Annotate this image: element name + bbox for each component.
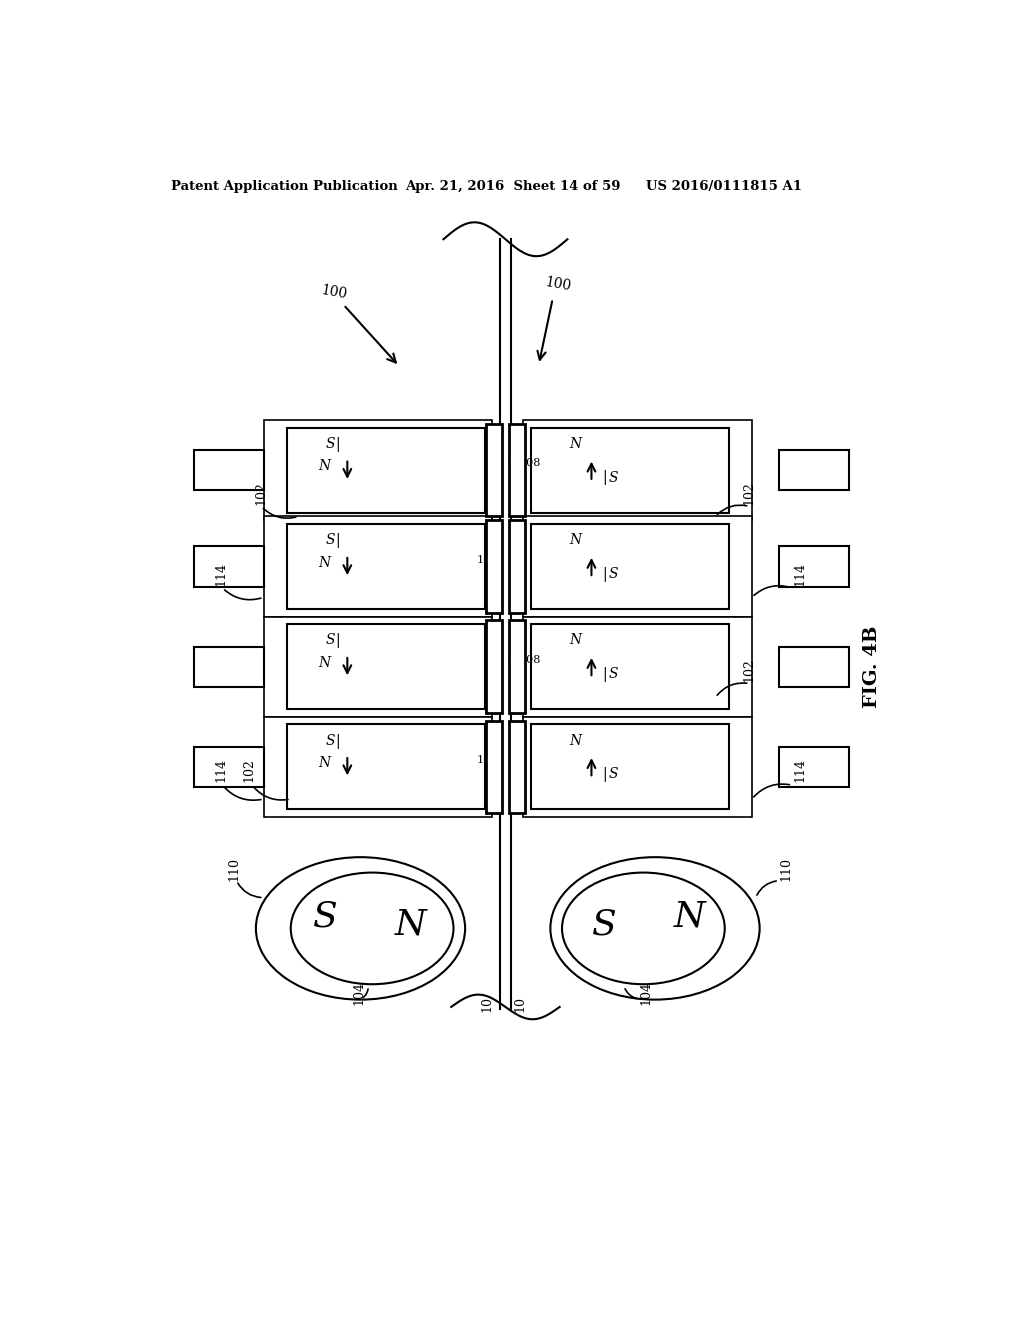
Text: 102: 102	[243, 758, 256, 781]
Bar	[263, 717, 493, 817]
Text: 108: 108	[477, 755, 498, 764]
Bar	[486, 520, 502, 612]
Text: |: |	[602, 470, 607, 486]
Ellipse shape	[256, 857, 465, 999]
Text: |: |	[336, 634, 340, 648]
Ellipse shape	[291, 873, 454, 985]
Text: 114: 114	[215, 562, 227, 586]
Text: US 2016/0111815 A1: US 2016/0111815 A1	[646, 180, 802, 193]
Text: S: S	[608, 568, 618, 581]
Text: N: N	[395, 908, 427, 941]
Text: S: S	[313, 900, 338, 933]
Text: 110: 110	[227, 858, 241, 882]
Bar	[263, 516, 493, 616]
Text: 104: 104	[640, 981, 652, 1005]
Bar	[509, 721, 524, 813]
Text: 10: 10	[513, 997, 526, 1012]
Text: |: |	[336, 437, 340, 453]
Bar	[287, 524, 484, 609]
Text: 114: 114	[215, 758, 227, 781]
Text: S: S	[608, 471, 618, 484]
Bar	[287, 725, 484, 809]
Text: FIG. 4B: FIG. 4B	[863, 626, 881, 708]
Bar	[531, 428, 729, 512]
Bar	[263, 616, 493, 717]
Text: 110: 110	[779, 858, 792, 882]
Bar	[486, 721, 502, 813]
Text: 102: 102	[254, 480, 267, 506]
Text: N: N	[317, 556, 330, 570]
Text: 102: 102	[742, 659, 756, 682]
Bar	[523, 616, 752, 717]
Bar	[509, 520, 524, 612]
Text: 10: 10	[480, 997, 494, 1012]
Bar	[486, 620, 502, 713]
Text: S: S	[326, 734, 335, 747]
Text: N: N	[317, 756, 330, 770]
Text: |: |	[602, 566, 607, 582]
Text: 100: 100	[321, 284, 348, 301]
Text: N: N	[569, 734, 582, 747]
Bar	[194, 450, 263, 490]
Text: |: |	[602, 767, 607, 781]
Text: N: N	[674, 900, 706, 933]
Text: N: N	[317, 459, 330, 474]
Bar	[486, 424, 502, 516]
Text: S: S	[592, 908, 617, 941]
Text: S: S	[326, 634, 335, 648]
Bar	[194, 546, 263, 586]
Bar	[287, 428, 484, 512]
Text: |: |	[336, 533, 340, 548]
Text: 108: 108	[519, 458, 541, 469]
Text: |: |	[336, 734, 340, 748]
Bar	[779, 450, 849, 490]
Text: S: S	[326, 533, 335, 548]
Bar	[779, 747, 849, 787]
Text: S: S	[608, 767, 618, 781]
Ellipse shape	[562, 873, 725, 985]
Text: 108: 108	[519, 655, 541, 665]
Text: 100: 100	[544, 276, 571, 294]
Text: 102: 102	[742, 480, 756, 506]
Bar	[523, 717, 752, 817]
Bar	[523, 420, 752, 520]
Text: N: N	[569, 533, 582, 548]
Text: N: N	[569, 437, 582, 451]
Bar	[523, 516, 752, 616]
Text: S: S	[326, 437, 335, 451]
Bar	[194, 647, 263, 686]
Text: N: N	[317, 656, 330, 669]
Text: |: |	[602, 667, 607, 682]
Bar	[779, 647, 849, 686]
Bar	[779, 546, 849, 586]
Text: Patent Application Publication: Patent Application Publication	[171, 180, 397, 193]
Text: 104: 104	[352, 981, 366, 1005]
Text: 114: 114	[793, 758, 806, 781]
Bar	[509, 620, 524, 713]
Text: 114: 114	[793, 562, 806, 586]
Bar	[531, 524, 729, 609]
Text: N: N	[569, 634, 582, 648]
Bar	[287, 624, 484, 709]
Bar	[263, 420, 493, 520]
Bar	[509, 424, 524, 516]
Bar	[531, 725, 729, 809]
Bar	[194, 747, 263, 787]
Ellipse shape	[550, 857, 760, 999]
Bar	[531, 624, 729, 709]
Text: Apr. 21, 2016  Sheet 14 of 59: Apr. 21, 2016 Sheet 14 of 59	[406, 180, 621, 193]
Text: 108: 108	[477, 554, 498, 565]
Text: S: S	[608, 668, 618, 681]
